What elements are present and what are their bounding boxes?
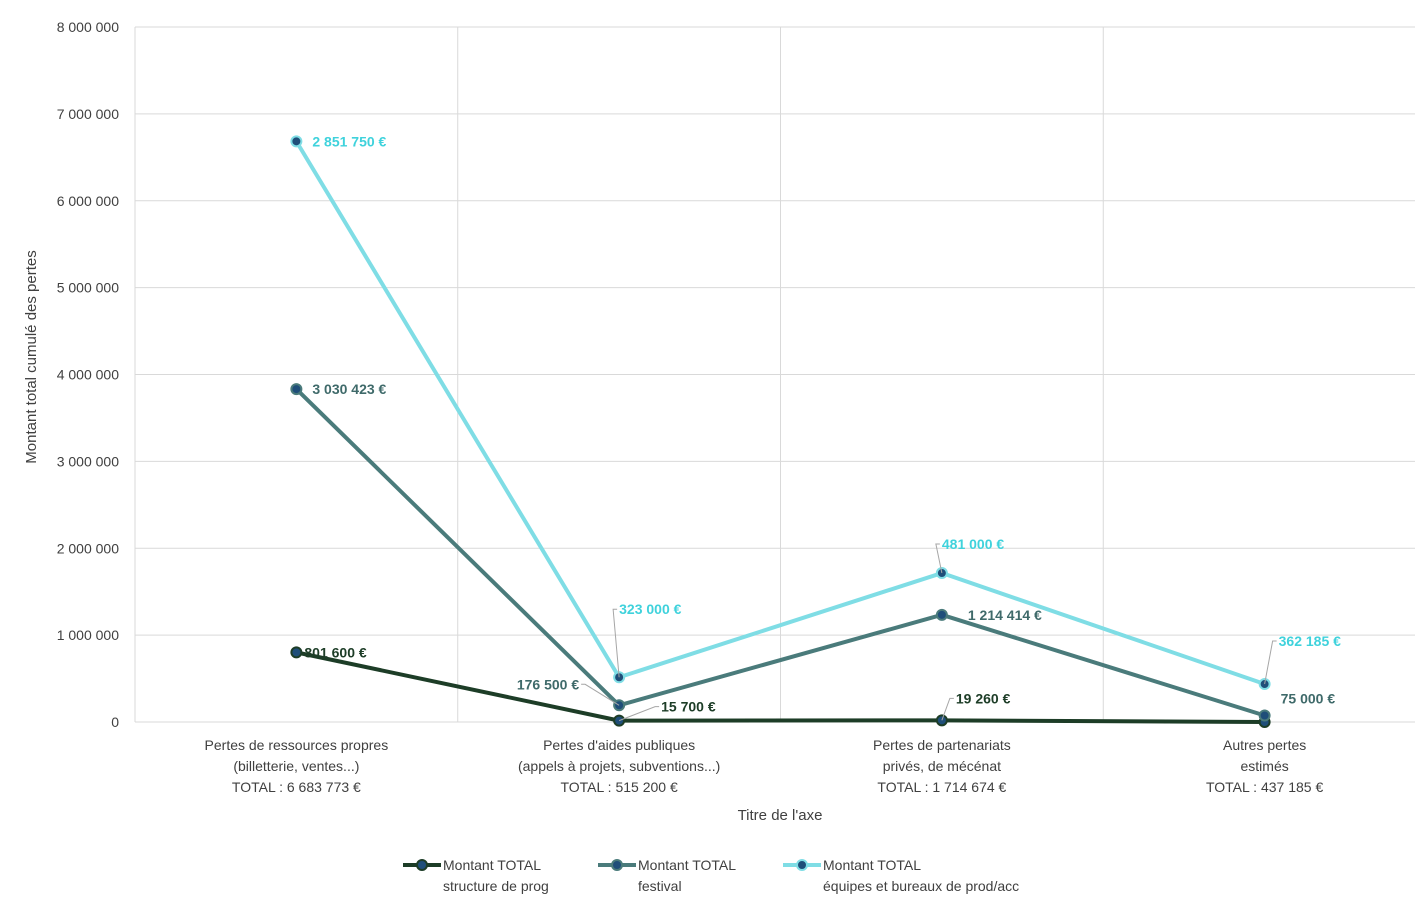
x-axis-categories: Pertes de ressources propres (billetterie…	[205, 737, 1324, 795]
x-tick-label: (appels à projets, subventions...)	[518, 758, 720, 774]
legend-label: festival	[638, 878, 682, 894]
leader-line	[941, 697, 954, 721]
x-tick-label: TOTAL : 1 714 674 €	[877, 779, 1006, 795]
y-axis-title: Montant total cumulé des pertes	[23, 250, 40, 463]
y-tick-label: 0	[111, 714, 119, 730]
data-point	[1258, 709, 1271, 722]
legend-label: équipes et bureaux de prod/acc	[823, 878, 1019, 894]
legend-label: structure de prog	[443, 878, 549, 894]
data-label: 481 000 €	[942, 536, 1004, 552]
data-label: 2 851 750 €	[312, 133, 386, 149]
data-label: 323 000 €	[619, 601, 681, 617]
series-line-1	[294, 650, 1267, 724]
data-label: 75 000 €	[1281, 690, 1336, 706]
data-label: 1 214 414 €	[968, 607, 1042, 623]
y-tick-label: 2 000 000	[57, 540, 119, 556]
series-line-2	[294, 387, 1267, 718]
data-point	[290, 383, 303, 396]
series-line-3	[294, 139, 1267, 687]
x-tick-label: Pertes de partenariats	[873, 737, 1011, 753]
data-label: 176 500 €	[517, 676, 579, 692]
data-label: 15 700 €	[661, 699, 716, 715]
x-tick-label: (billetterie, ventes...)	[233, 758, 359, 774]
y-tick-label: 1 000 000	[57, 627, 119, 643]
y-axis-ticks: 0 1 000 000 2 000 000 3 000 000 4 000 000 5 0…	[57, 19, 120, 730]
gridlines	[134, 26, 1415, 723]
data-label: 801 600 €	[304, 644, 366, 660]
legend-marker	[611, 859, 623, 871]
data-label: 19 260 €	[956, 690, 1011, 706]
data-labels: 801 600 € 15 700 € 19 260 € 3 030 423 € 176 …	[304, 133, 1341, 722]
leader-line	[581, 683, 620, 706]
x-tick-label: Autres pertes	[1223, 737, 1306, 753]
x-axis-title: Titre de l'axe	[738, 807, 823, 824]
legend: Montant TOTAL structure de prog Montant TO…	[403, 857, 1019, 894]
data-point	[290, 646, 303, 659]
data-label: 3 030 423 €	[312, 381, 386, 397]
y-tick-label: 5 000 000	[57, 280, 119, 296]
legend-label: Montant TOTAL	[638, 857, 736, 873]
leader-line	[1264, 640, 1277, 685]
y-tick-label: 6 000 000	[57, 193, 119, 209]
leader-line	[935, 543, 943, 574]
leader-line	[612, 608, 620, 678]
y-tick-label: 8 000 000	[57, 19, 119, 35]
x-tick-label: estimés	[1241, 758, 1289, 774]
x-tick-label: Pertes d'aides publiques	[543, 737, 695, 753]
legend-marker	[796, 859, 808, 871]
series-lines	[290, 135, 1271, 728]
data-label: 362 185 €	[1279, 633, 1341, 649]
legend-label: Montant TOTAL	[443, 857, 541, 873]
x-tick-label: privés, de mécénat	[883, 758, 1001, 774]
legend-marker	[416, 859, 428, 871]
x-tick-label: TOTAL : 437 185 €	[1206, 779, 1323, 795]
x-tick-label: Pertes de ressources propres	[205, 737, 389, 753]
y-tick-label: 7 000 000	[57, 106, 119, 122]
data-point	[935, 608, 948, 621]
data-point	[290, 135, 303, 148]
leader-line	[618, 706, 660, 722]
legend-label: Montant TOTAL	[823, 857, 921, 873]
x-tick-label: TOTAL : 515 200 €	[560, 779, 677, 795]
y-tick-label: 4 000 000	[57, 367, 119, 383]
x-tick-label: TOTAL : 6 683 773 €	[232, 779, 361, 795]
y-tick-label: 3 000 000	[57, 453, 119, 469]
